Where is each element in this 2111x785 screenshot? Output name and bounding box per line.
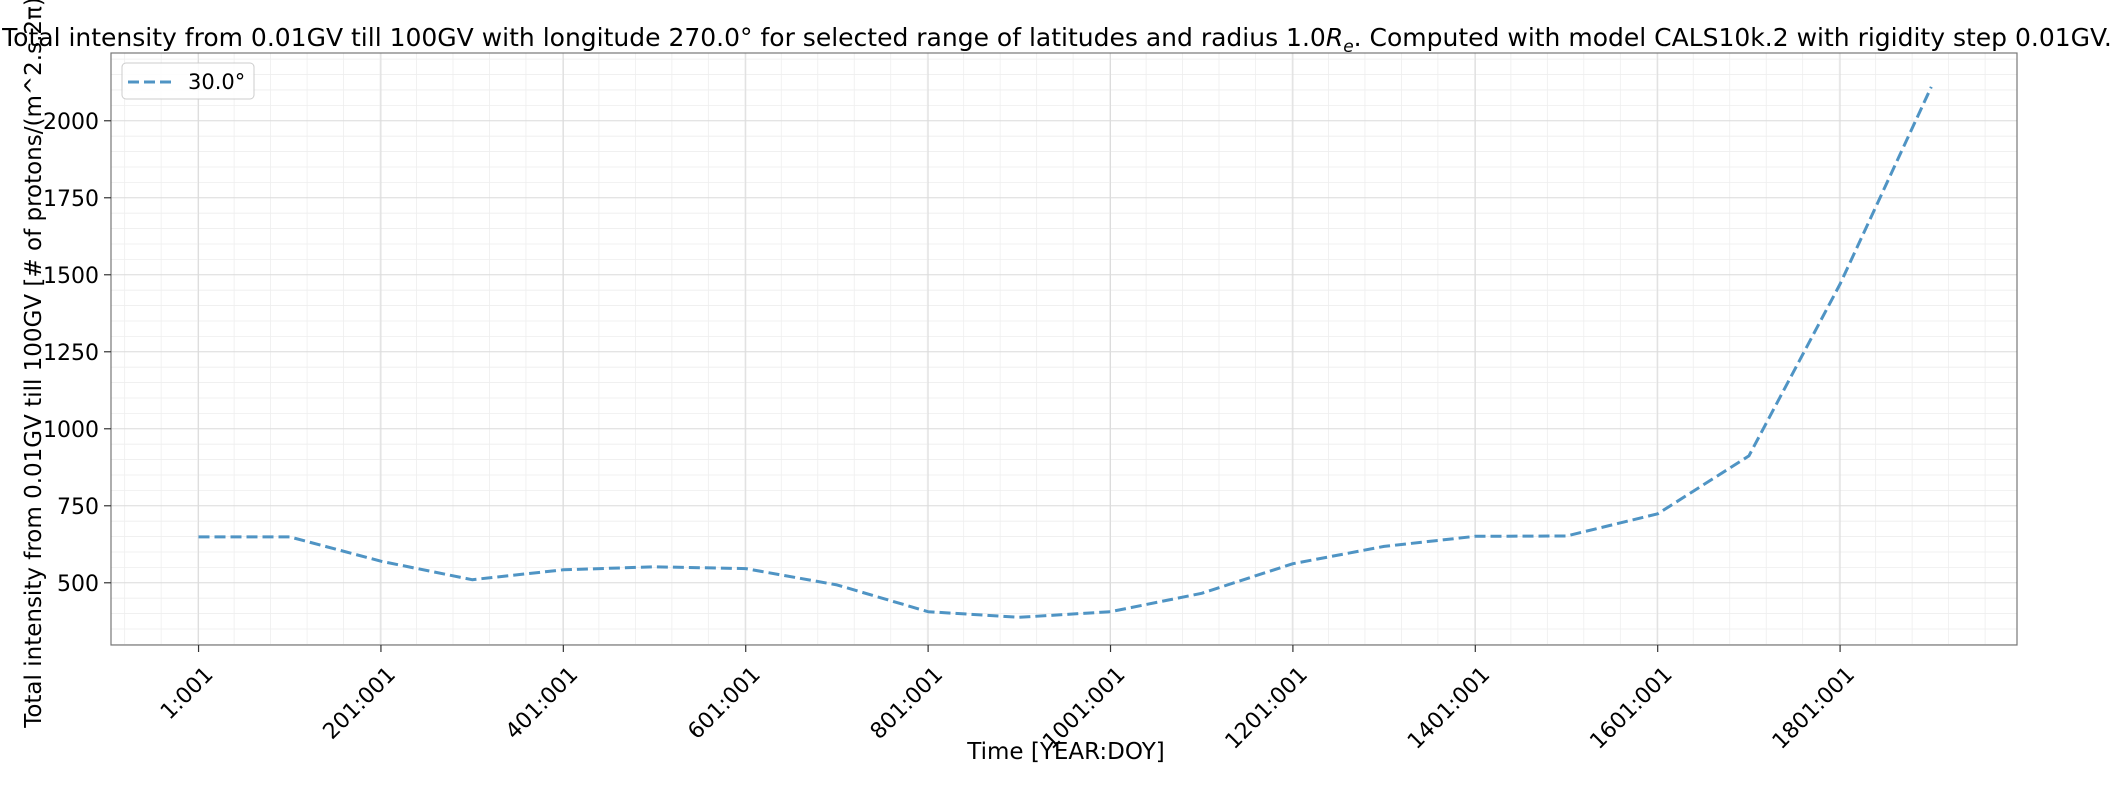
y-axis-label: Total intensity from 0.01GV till 100GV [… xyxy=(21,0,47,729)
y-tick-label: 1750 xyxy=(43,187,99,212)
legend: 30.0° xyxy=(121,62,255,100)
x-axis-label: Time [YEAR:DOY] xyxy=(966,739,1165,765)
y-tick-label: 1000 xyxy=(43,418,99,443)
series-layer xyxy=(198,86,1933,619)
y-tick-label: 1500 xyxy=(43,264,99,289)
plot-area xyxy=(110,52,2018,646)
y-tick-label: 2000 xyxy=(43,110,99,135)
legend-entry: 30.0° xyxy=(188,70,245,94)
chart-title: Total intensity from 0.01GV till 100GV w… xyxy=(1,23,2111,57)
y-tick-label: 750 xyxy=(57,495,99,520)
y-axis: 500 750 1000 1250 1500 1750 2000 xyxy=(43,110,111,597)
major-grid xyxy=(111,53,2017,645)
y-tick-label: 500 xyxy=(57,572,99,597)
minor-grid xyxy=(111,53,2017,645)
series-line-0 xyxy=(198,86,1933,619)
legend-box xyxy=(121,62,255,100)
plot-frame xyxy=(110,52,2018,646)
y-tick-label: 1250 xyxy=(43,341,99,366)
